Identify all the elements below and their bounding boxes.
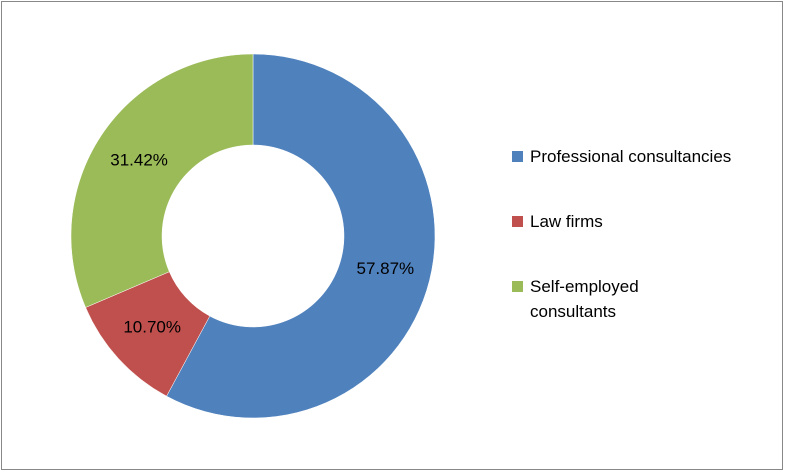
legend: Professional consultancies Law firms Self-…	[512, 144, 762, 364]
legend-swatch	[512, 216, 523, 227]
legend-label: Law firms	[530, 212, 603, 231]
legend-item: Law firms	[512, 209, 762, 234]
data-label: 31.42%	[110, 150, 168, 169]
legend-swatch	[512, 281, 523, 292]
legend-label: Self-employed consultants	[530, 277, 639, 321]
legend-label: Professional consultancies	[530, 147, 732, 166]
donut-segment	[70, 53, 254, 308]
legend-item: Self-employed consultants	[512, 274, 762, 324]
legend-item: Professional consultancies	[512, 144, 762, 169]
data-label: 10.70%	[123, 318, 181, 337]
legend-swatch	[512, 151, 523, 162]
data-label: 57.87%	[357, 259, 415, 278]
donut-segment	[166, 53, 436, 419]
